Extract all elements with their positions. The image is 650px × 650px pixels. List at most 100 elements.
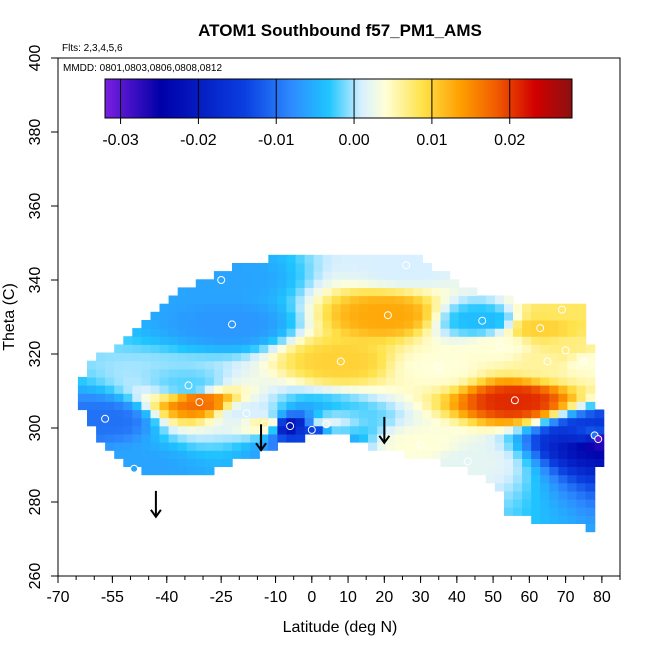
heatmap-cell: [259, 433, 269, 443]
heatmap-cell: [159, 393, 170, 402]
heatmap-cell: [485, 352, 496, 362]
heatmap-cell: [186, 295, 197, 305]
heatmap-cell: [467, 425, 478, 435]
heatmap-cell: [549, 490, 559, 500]
heatmap-cell: [349, 254, 360, 264]
heatmap-cell: [177, 401, 188, 411]
heatmap-cell: [277, 254, 288, 264]
heatmap-cell: [132, 368, 142, 378]
heatmap-cell: [368, 376, 378, 386]
heatmap-cell: [159, 433, 170, 443]
heatmap-cell: [141, 360, 152, 370]
heatmap-cell: [549, 409, 559, 419]
heatmap-cell: [159, 401, 170, 411]
data-point: [579, 357, 588, 366]
heatmap-cell: [413, 271, 423, 280]
heatmap-cell: [268, 360, 278, 370]
y-tick-label: 280: [27, 489, 44, 516]
heatmap-cell: [404, 303, 414, 313]
y-tick-label: 340: [27, 267, 44, 294]
heatmap-cell: [585, 442, 596, 451]
heatmap-cell: [277, 328, 288, 337]
heatmap-cell: [522, 450, 532, 459]
heatmap-cell: [386, 409, 396, 419]
heatmap-cell: [168, 352, 179, 362]
heatmap-cell: [241, 450, 251, 459]
heatmap-cell: [504, 474, 514, 484]
heatmap-cell: [549, 499, 559, 508]
x-tick-label: 10: [339, 589, 357, 606]
heatmap-cell: [268, 344, 278, 354]
heatmap-cell: [377, 328, 387, 337]
heatmap-cell: [96, 425, 106, 435]
heatmap-cell: [168, 376, 179, 386]
heatmap-cell: [422, 263, 433, 272]
heatmap-cell: [96, 393, 106, 402]
heatmap-cell: [132, 385, 142, 394]
heatmap-cell: [286, 320, 297, 329]
heatmap-cell: [422, 271, 433, 280]
heatmap-cell: [404, 271, 414, 280]
heatmap-cell: [549, 515, 559, 524]
heatmap-cell: [540, 344, 550, 354]
heatmap-cell: [349, 352, 360, 362]
heatmap-cell: [213, 385, 224, 394]
heatmap-cell: [440, 385, 451, 394]
heatmap-cell: [322, 344, 333, 354]
heatmap-cell: [513, 360, 523, 370]
heatmap-cell: [358, 336, 369, 345]
heatmap-cell: [313, 295, 324, 305]
colorbar-tick-label: 0.00: [338, 132, 369, 149]
heatmap-cell: [440, 336, 451, 345]
heatmap-cell: [404, 254, 414, 264]
heatmap-cell: [213, 311, 224, 321]
heatmap-cell: [494, 336, 505, 345]
heatmap-cell: [195, 368, 206, 378]
heatmap-cell: [331, 401, 342, 411]
heatmap-cell: [241, 417, 251, 427]
heatmap-cell: [504, 482, 514, 492]
heatmap-cell: [504, 409, 514, 419]
heatmap-cell: [422, 433, 433, 443]
heatmap-cell: [368, 311, 378, 321]
heatmap-cell: [77, 385, 88, 394]
heatmap-cell: [431, 311, 442, 321]
heatmap-cell: [549, 417, 559, 427]
heatmap-cell: [458, 458, 469, 467]
heatmap-cell: [232, 328, 242, 337]
heatmap-cell: [168, 401, 179, 411]
data-point: [130, 464, 139, 473]
heatmap-cell: [413, 254, 423, 264]
heatmap-cell: [87, 360, 97, 370]
heatmap-cell: [268, 303, 278, 313]
heatmap-cell: [558, 311, 569, 321]
heatmap-cell: [531, 336, 541, 345]
heatmap-cell: [349, 279, 360, 288]
heatmap-cell: [295, 425, 306, 435]
heatmap-cell: [567, 499, 578, 508]
heatmap-cell: [123, 360, 133, 370]
heatmap-cell: [368, 401, 378, 411]
heatmap-cell: [404, 450, 414, 459]
heatmap-cell: [77, 393, 88, 402]
heatmap-cell: [295, 328, 306, 337]
heatmap-cell: [177, 287, 188, 297]
colorbar-tick-label: 0.02: [494, 132, 525, 149]
heatmap-cell: [286, 303, 297, 313]
heatmap-cell: [204, 279, 215, 288]
heatmap-cell: [558, 401, 569, 411]
heatmap-cell: [204, 295, 215, 305]
heatmap-cell: [422, 320, 433, 329]
heatmap-cell: [431, 433, 442, 443]
heatmap-cell: [567, 352, 578, 362]
heatmap-cell: [295, 271, 306, 280]
heatmap-cell: [150, 360, 161, 370]
heatmap-cell: [368, 417, 378, 427]
heatmap-cell: [467, 433, 478, 443]
heatmap-cell: [395, 433, 405, 443]
heatmap-cell: [141, 466, 152, 476]
heatmap-cell: [322, 425, 333, 435]
heatmap-cell: [304, 263, 315, 272]
heatmap-cell: [241, 442, 251, 451]
heatmap-cell: [368, 409, 378, 419]
